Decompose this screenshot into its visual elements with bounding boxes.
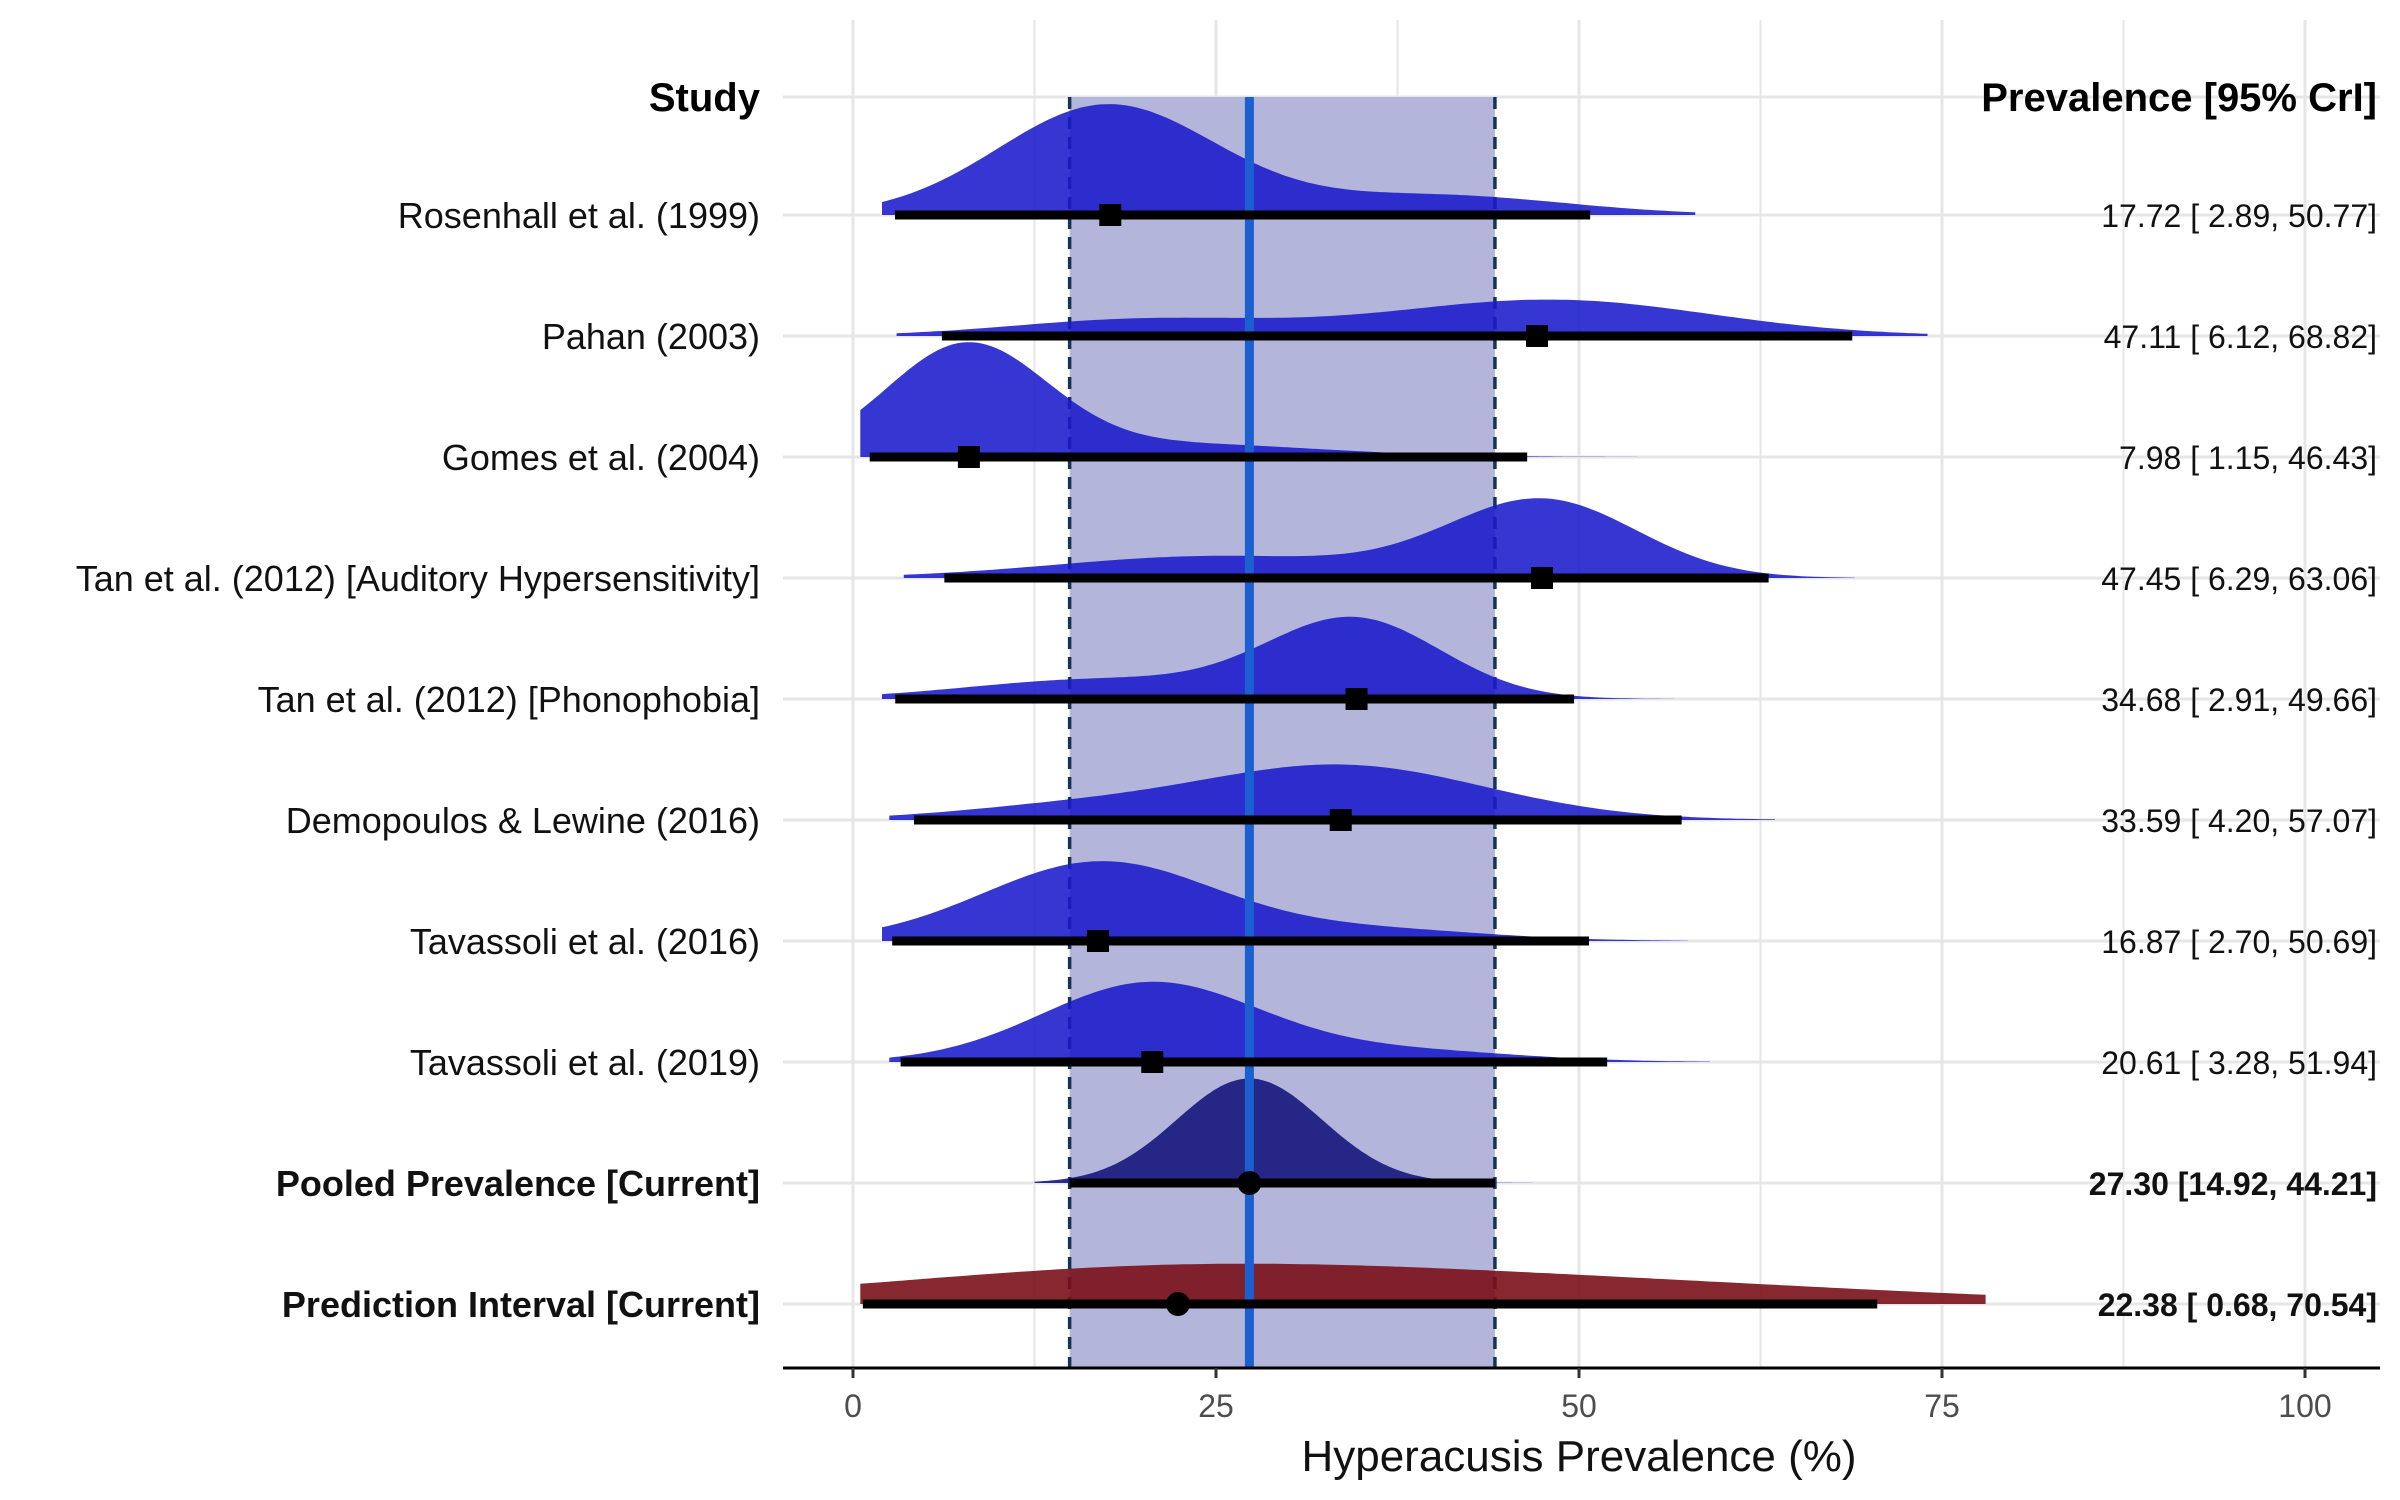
x-tick-label: 100 — [2278, 1388, 2331, 1424]
prevalence-label: 33.59 [ 4.20, 57.07] — [2101, 803, 2377, 839]
point-estimate-marker — [1329, 809, 1352, 831]
x-tick-label: 75 — [1924, 1388, 1960, 1424]
density-curve — [882, 104, 1696, 215]
prevalence-label: 7.98 [ 1.15, 46.43] — [2119, 440, 2377, 476]
x-axis: Hyperacusis Prevalence (%) 0 25 50 75 100 — [783, 1366, 2380, 1481]
study-label: Prediction Interval [Current] — [282, 1284, 760, 1325]
prevalence-label: 22.38 [ 0.68, 70.54] — [2098, 1287, 2377, 1323]
study-label: Rosenhall et al. (1999) — [398, 195, 760, 236]
prevalence-label: 47.11 [ 6.12, 68.82] — [2104, 319, 2377, 355]
study-label: Pooled Prevalence [Current] — [276, 1163, 760, 1204]
point-estimate-marker — [1141, 1051, 1164, 1073]
x-tick-label: 0 — [844, 1388, 862, 1424]
prevalence-label: 17.72 [ 2.89, 50.77] — [2101, 198, 2377, 234]
density-curve — [896, 299, 1928, 336]
point-estimate-marker — [1237, 1171, 1262, 1195]
study-label: Demopoulos & Lewine (2016) — [286, 800, 760, 841]
prevalence-label: 20.61 [ 3.28, 51.94] — [2101, 1045, 2377, 1081]
x-tick-label: 25 — [1198, 1388, 1234, 1424]
density-layer — [860, 104, 1986, 1304]
study-label: Tavassoli et al. (2016) — [410, 921, 760, 962]
prevalence-column-header: Prevalence [95% CrI] — [1981, 76, 2377, 120]
prevalence-label: 47.45 [ 6.29, 63.06] — [2101, 561, 2377, 597]
label-layer: Study Prevalence [95% CrI] Rosenhall et … — [76, 76, 2377, 1325]
prevalence-label: 16.87 [ 2.70, 50.69] — [2101, 924, 2377, 960]
point-estimate-marker — [1086, 930, 1109, 952]
interval-layer — [862, 204, 1878, 1316]
density-curve — [1034, 1078, 1587, 1183]
prevalence-label: 34.68 [ 2.91, 49.66] — [2101, 682, 2377, 718]
point-estimate-marker — [1165, 1292, 1190, 1316]
study-label: Tan et al. (2012) [Phonophobia] — [258, 679, 760, 720]
prevalence-label: 27.30 [14.92, 44.21] — [2089, 1166, 2377, 1202]
density-curve — [903, 498, 1855, 578]
density-curve — [860, 1263, 1986, 1304]
point-estimate-marker — [1345, 688, 1368, 710]
study-column-header: Study — [649, 76, 761, 120]
density-curve — [882, 616, 1674, 699]
x-axis-title: Hyperacusis Prevalence (%) — [1301, 1432, 1856, 1481]
density-curve — [882, 861, 1688, 941]
study-label: Pahan (2003) — [542, 316, 760, 357]
point-estimate-marker — [1530, 567, 1553, 589]
point-estimate-marker — [1099, 204, 1122, 226]
density-curve — [860, 342, 1638, 457]
study-label: Tavassoli et al. (2019) — [410, 1042, 760, 1083]
study-label: Tan et al. (2012) [Auditory Hypersensiti… — [76, 558, 760, 599]
study-label: Gomes et al. (2004) — [442, 437, 760, 478]
density-curve — [889, 981, 1710, 1062]
density-curve — [889, 764, 1775, 820]
point-estimate-marker — [957, 446, 980, 468]
point-estimate-marker — [1526, 325, 1549, 347]
x-tick-label: 50 — [1561, 1388, 1597, 1424]
